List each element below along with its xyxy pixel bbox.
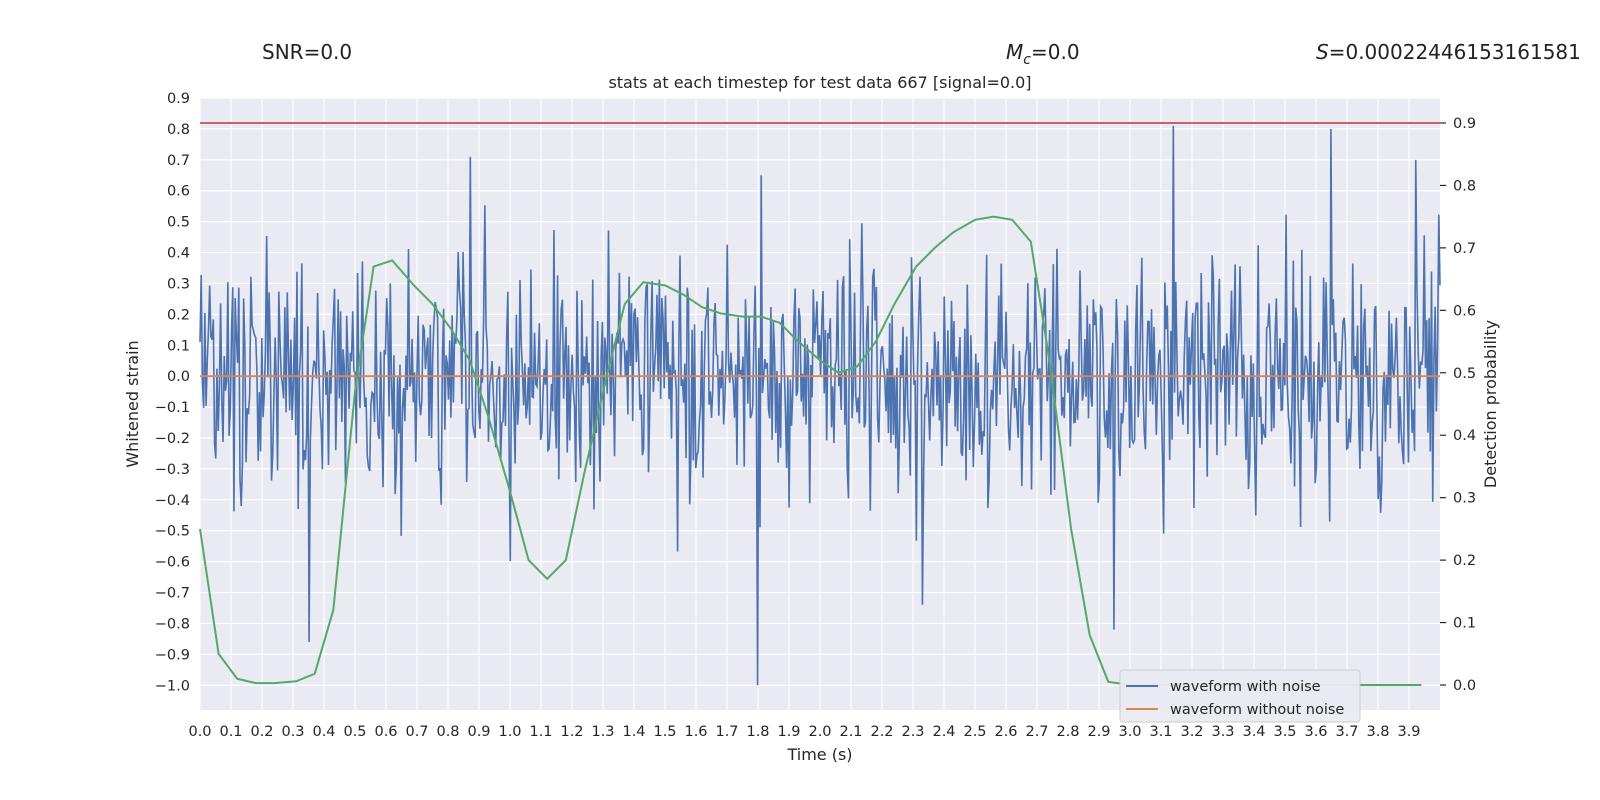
x-tick-label: 3.0 — [1118, 724, 1141, 740]
y-tick-label: −0.6 — [155, 555, 190, 571]
legend-label: waveform without noise — [1170, 702, 1344, 718]
y2-tick-label: 0.9 — [1453, 116, 1476, 132]
snr-label: SNR — [262, 40, 304, 64]
x-tick-label: 2.1 — [839, 724, 862, 740]
noise-trace — [199, 125, 1441, 686]
x-tick-label: 1.8 — [746, 724, 769, 740]
y-tick-label: −1.0 — [155, 678, 190, 694]
x-tick-label: 0.5 — [343, 724, 366, 740]
y2-tick-label: 0.4 — [1453, 428, 1476, 444]
x-tick-label: 3.8 — [1366, 724, 1389, 740]
x-tick-label: 2.6 — [994, 724, 1017, 740]
x-tick-label: 2.3 — [901, 724, 924, 740]
y-tick-label: 0.4 — [167, 246, 190, 262]
y-tick-label: −0.8 — [155, 616, 190, 632]
series-waveform-with-noise — [199, 125, 1441, 686]
x-tick-label: 0.7 — [405, 724, 428, 740]
x-axis-label: Time (s) — [786, 745, 852, 764]
x-tick-label: 0.1 — [219, 724, 242, 740]
x-tick-label: 0.0 — [188, 724, 211, 740]
y2-tick-label: 0.3 — [1453, 491, 1476, 507]
x-tick-label: 3.1 — [1149, 724, 1172, 740]
y-axis-ticks: 0.9 0.8 0.7 0.6 0.5 0.4 0.3 0.2 0.1 0.0 −0.1 −0.2 −0… — [155, 91, 190, 694]
y-tick-label: 0.9 — [167, 91, 190, 107]
y2-axis-ticks: 0.9 0.8 0.7 0.6 0.5 0.4 0.3 0.2 0.1 0.0 — [1440, 116, 1476, 694]
y-tick-label: −0.3 — [155, 462, 190, 478]
legend-label: waveform with noise — [1170, 679, 1321, 695]
s-label: S — [1316, 40, 1329, 64]
header-snr: SNR=0.0 — [262, 40, 353, 64]
x-tick-label: 2.7 — [1025, 724, 1048, 740]
y2-tick-label: 0.6 — [1453, 303, 1476, 319]
y2-tick-label: 0.8 — [1453, 178, 1476, 194]
x-tick-label: 1.5 — [653, 724, 676, 740]
y-tick-label: 0.8 — [167, 122, 190, 138]
legend: waveform with noise waveform without nois… — [1119, 669, 1361, 723]
y2-tick-label: 0.0 — [1453, 678, 1476, 694]
x-tick-label: 3.2 — [1180, 724, 1203, 740]
y2-tick-label: 0.1 — [1453, 616, 1476, 632]
mc-value: 0.0 — [1047, 40, 1080, 64]
y-tick-label: 0.1 — [167, 338, 190, 354]
y-tick-label: −0.5 — [155, 524, 190, 540]
x-tick-label: 1.4 — [622, 724, 645, 740]
mc-label: M — [1006, 40, 1024, 64]
x-tick-label: 2.0 — [808, 724, 831, 740]
s-value: 0.00022446153161581 — [1345, 40, 1581, 64]
legend-frame — [1119, 669, 1361, 723]
x-tick-label: 0.9 — [467, 724, 490, 740]
chart-title: stats at each timestep for test data 667… — [608, 73, 1031, 92]
y2-tick-label: 0.7 — [1453, 241, 1476, 257]
x-tick-label: 1.3 — [591, 724, 614, 740]
snr-value: 0.0 — [320, 40, 353, 64]
x-tick-label: 2.2 — [870, 724, 893, 740]
x-tick-label: 2.4 — [932, 724, 955, 740]
y-tick-label: 0.3 — [167, 276, 190, 292]
y-tick-label: 0.7 — [167, 153, 190, 169]
x-tick-label: 1.7 — [715, 724, 738, 740]
y-tick-label: 0.6 — [167, 184, 190, 200]
y-axis-label: Whitened strain — [123, 340, 142, 467]
x-tick-label: 1.1 — [529, 724, 552, 740]
x-tick-label: 3.5 — [1273, 724, 1296, 740]
y2-tick-label: 0.2 — [1453, 553, 1476, 569]
x-tick-label: 1.0 — [498, 724, 521, 740]
x-axis-ticks: 0.0 0.1 0.2 0.3 0.4 0.5 0.6 0.7 0.8 0.9 1.0 1.1 1.2 1… — [188, 724, 1420, 740]
x-tick-label: 1.6 — [684, 724, 707, 740]
x-tick-label: 1.9 — [777, 724, 800, 740]
x-tick-label: 3.6 — [1304, 724, 1327, 740]
y-tick-label: 0.0 — [167, 369, 190, 385]
x-tick-label: 0.6 — [374, 724, 397, 740]
y-tick-label: −0.7 — [155, 586, 190, 602]
header-mc: Mc=0.0 — [1006, 40, 1080, 68]
header-s: S=0.00022446153161581 — [1316, 40, 1581, 64]
y-tick-label: 0.2 — [167, 307, 190, 323]
x-tick-label: 0.4 — [312, 724, 335, 740]
x-tick-label: 2.9 — [1087, 724, 1110, 740]
x-tick-label: 3.9 — [1397, 724, 1420, 740]
x-tick-label: 0.8 — [436, 724, 459, 740]
x-tick-label: 0.2 — [250, 724, 273, 740]
y-tick-label: −0.9 — [155, 647, 190, 663]
y-tick-label: −0.4 — [155, 493, 190, 509]
x-tick-label: 1.2 — [560, 724, 583, 740]
y-tick-label: −0.2 — [155, 431, 190, 447]
x-tick-label: 2.5 — [963, 724, 986, 740]
x-tick-label: 3.3 — [1211, 724, 1234, 740]
mc-subscript: c — [1023, 52, 1031, 68]
y-tick-label: 0.5 — [167, 215, 190, 231]
y2-tick-label: 0.5 — [1453, 366, 1476, 382]
x-tick-label: 3.7 — [1335, 724, 1358, 740]
y2-axis-label: Detection probability — [1481, 320, 1500, 488]
x-tick-label: 0.3 — [281, 724, 304, 740]
x-tick-label: 2.8 — [1056, 724, 1079, 740]
y-tick-label: −0.1 — [155, 400, 190, 416]
x-tick-label: 3.4 — [1242, 724, 1265, 740]
